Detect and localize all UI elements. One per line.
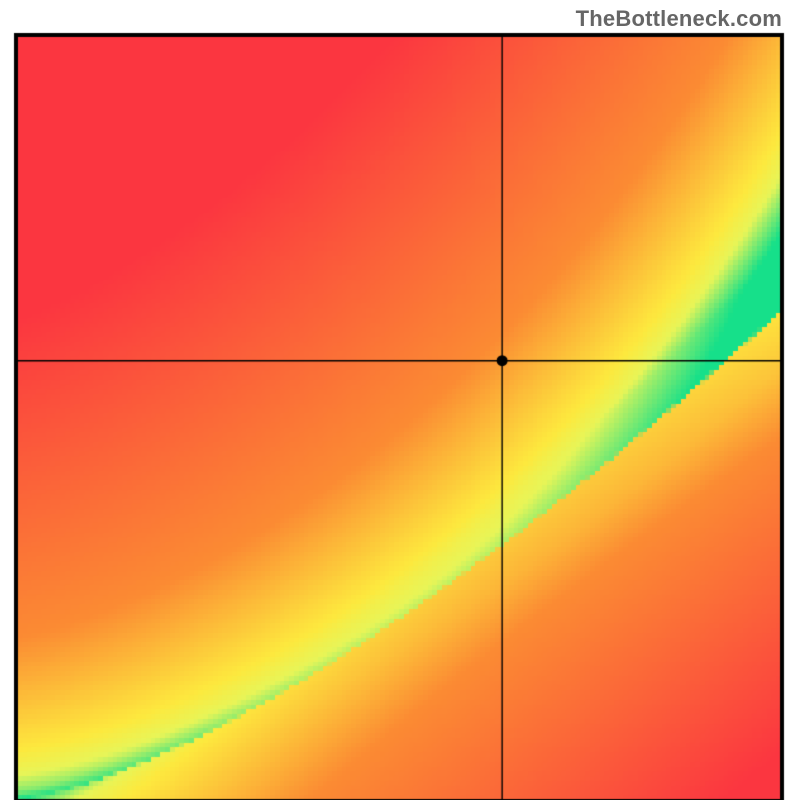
chart-container: TheBottleneck.com: [0, 0, 800, 800]
bottleneck-heatmap-canvas: [0, 0, 800, 800]
